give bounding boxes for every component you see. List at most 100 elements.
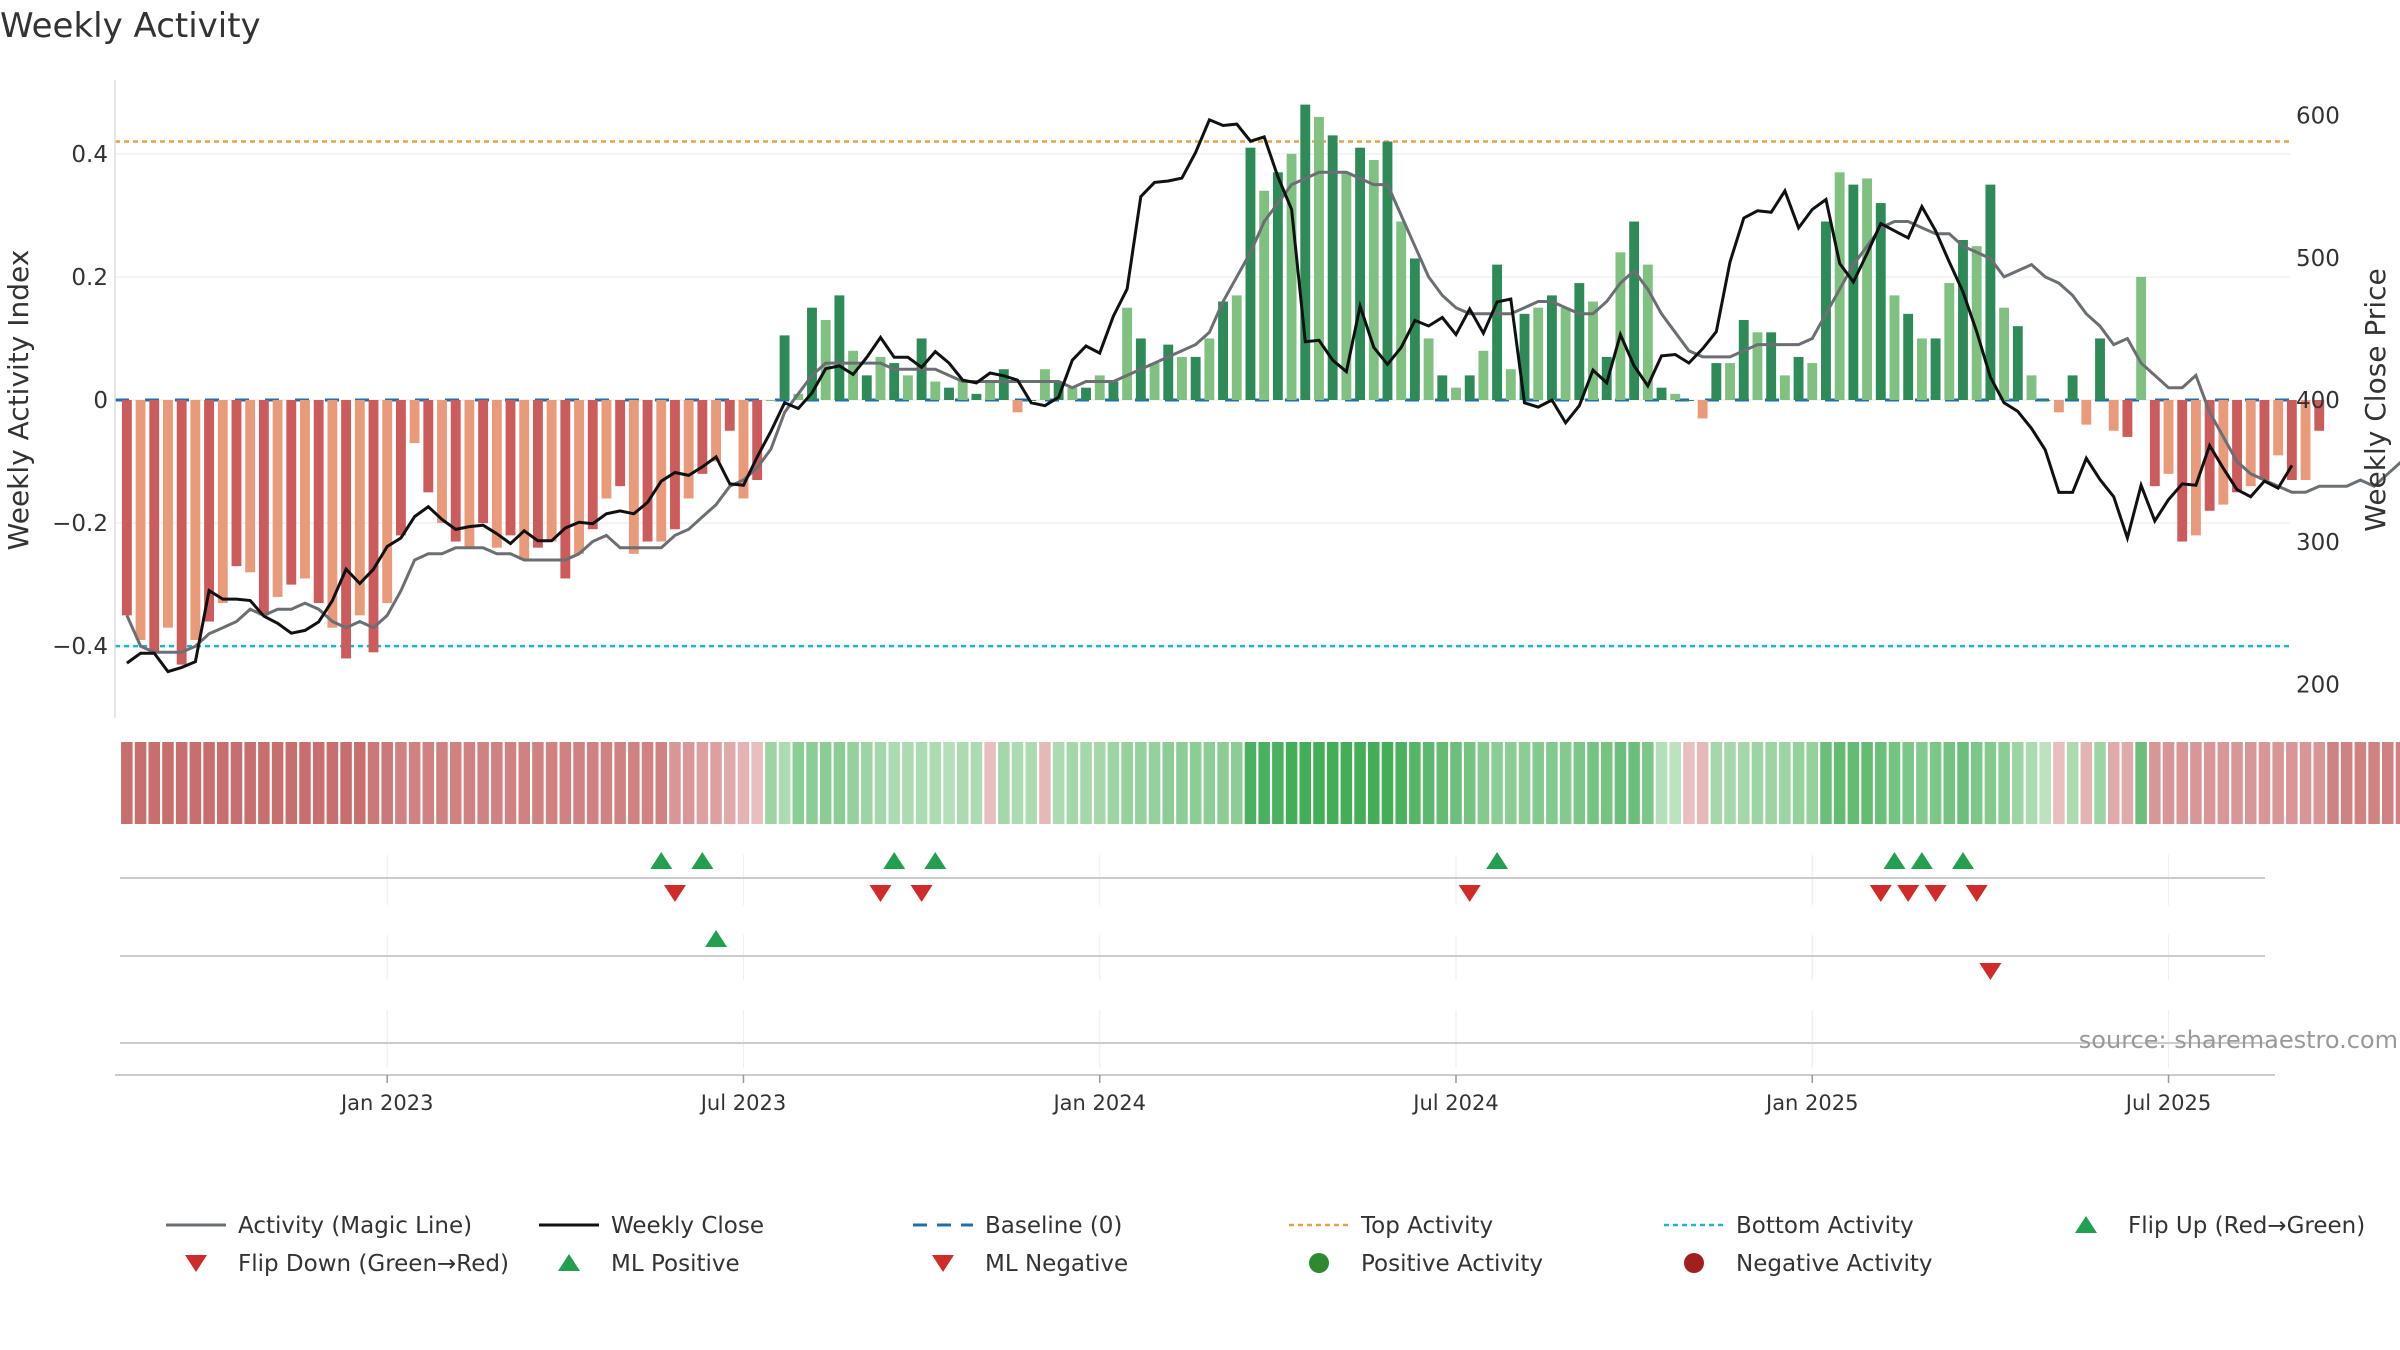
activity-bar [1190,356,1201,400]
heat-cell [710,742,722,824]
heat-cell [217,742,229,824]
heat-cell [1984,742,1997,824]
activity-bar [998,369,1009,400]
activity-bar [464,400,475,548]
activity-bar [2218,400,2229,505]
flip-down-marker [910,885,933,902]
activity-bar [971,393,982,400]
activity-bar [820,320,831,400]
activity-bar [149,400,160,653]
weekly-close-series [126,117,2294,674]
activity-bar [1944,283,1955,400]
activity-bar [2053,400,2064,413]
activity-bar [985,381,996,400]
heat-cell [2025,742,2038,824]
heat-cell [1244,742,1257,824]
activity-bar [505,400,516,536]
heat-cell [2244,742,2257,824]
activity-bar [1505,369,1516,400]
flip-down-marker [1924,885,1947,902]
y2-tick-label: 200 [2296,672,2340,698]
heat-cell [121,742,133,824]
heat-cell [1176,742,1188,824]
activity-bar [1738,320,1749,400]
heat-cell [943,742,955,824]
heat-cell [1792,742,1805,824]
activity-bar [2136,276,2147,400]
heat-cell [1395,742,1407,824]
heat-cell [1970,742,1983,824]
activity-bar [1684,400,1694,401]
activity-bar [2232,400,2242,493]
activity-bar [2026,375,2037,400]
activity-bar [1889,295,1900,400]
heat-cell [1217,742,1229,824]
heat-cell [724,742,736,824]
activity-bar [1546,295,1557,400]
activity-bar [546,400,557,542]
heat-cell [422,742,435,824]
heat-cell [847,742,859,824]
heat-cell [1299,742,1312,824]
heat-cell [2382,742,2394,824]
heat-cell [408,742,421,824]
heat-cell [1683,742,1695,824]
heat-cell [463,742,476,824]
activity-bar [272,400,283,597]
flip-down-marker [1869,885,1892,902]
legend-label: Positive Activity [1361,1251,1543,1277]
activity-bar [615,400,626,487]
activity-bar [341,400,352,659]
activity-bar [532,400,543,548]
heat-cell [1148,742,1161,824]
activity-bar [1437,375,1448,400]
legend-swatch-mlneg [932,1255,954,1272]
axes: 0.4 0.2 0 −0.2 −0.4 600 500 400 300 200 Weekly Act… [2,80,2392,718]
heat-cell [2395,742,2400,824]
heat-cell [2012,742,2024,824]
heat-cell [162,742,174,824]
heat-cell [559,742,572,824]
heat-cell [1710,742,1723,824]
heat-cell [655,742,668,824]
heat-cell [1518,742,1531,824]
y2-axis-label: Weekly Close Price [2359,268,2392,531]
activity-bar [491,400,502,548]
activity-bar [1807,363,1818,400]
activity-bar [382,400,393,604]
x-tick-label: Jan 2023 [339,1091,434,1115]
flip-down-marker [1965,885,1988,902]
heat-cell [381,742,393,824]
activity-bar [217,400,228,604]
legend-swatch-positive-activity [1309,1253,1329,1273]
activity-bar [1752,332,1763,400]
activity-bar [1245,147,1256,400]
activity-bar [574,400,584,554]
heat-cell [1258,742,1270,824]
heat-cell [2203,742,2216,824]
heat-cell [2258,742,2271,824]
activity-bar [1053,381,1064,400]
heat-cell [203,742,215,824]
activity-bar [1396,221,1407,400]
chart-title: Weekly Activity [0,6,261,46]
heat-cell [1368,742,1380,824]
activity-bar [834,295,845,400]
flip-up-marker [883,852,906,869]
heat-cell [1409,742,1421,824]
heat-cell [1916,742,1928,824]
activity-bar [313,400,324,604]
activity-bar [1766,332,1777,400]
activity-bar [176,400,187,665]
heat-cell [1546,742,1558,824]
activity-bar [1368,160,1379,400]
activity-bar [437,400,447,524]
heat-cell [696,742,709,824]
heat-cell [1587,742,1599,824]
heat-cell [874,742,887,824]
flip-up-marker [1910,852,1933,869]
flip-up-marker [691,852,714,869]
heat-cell [751,742,763,824]
heat-cell [915,742,928,824]
y-tick-label: −0.4 [52,634,108,660]
